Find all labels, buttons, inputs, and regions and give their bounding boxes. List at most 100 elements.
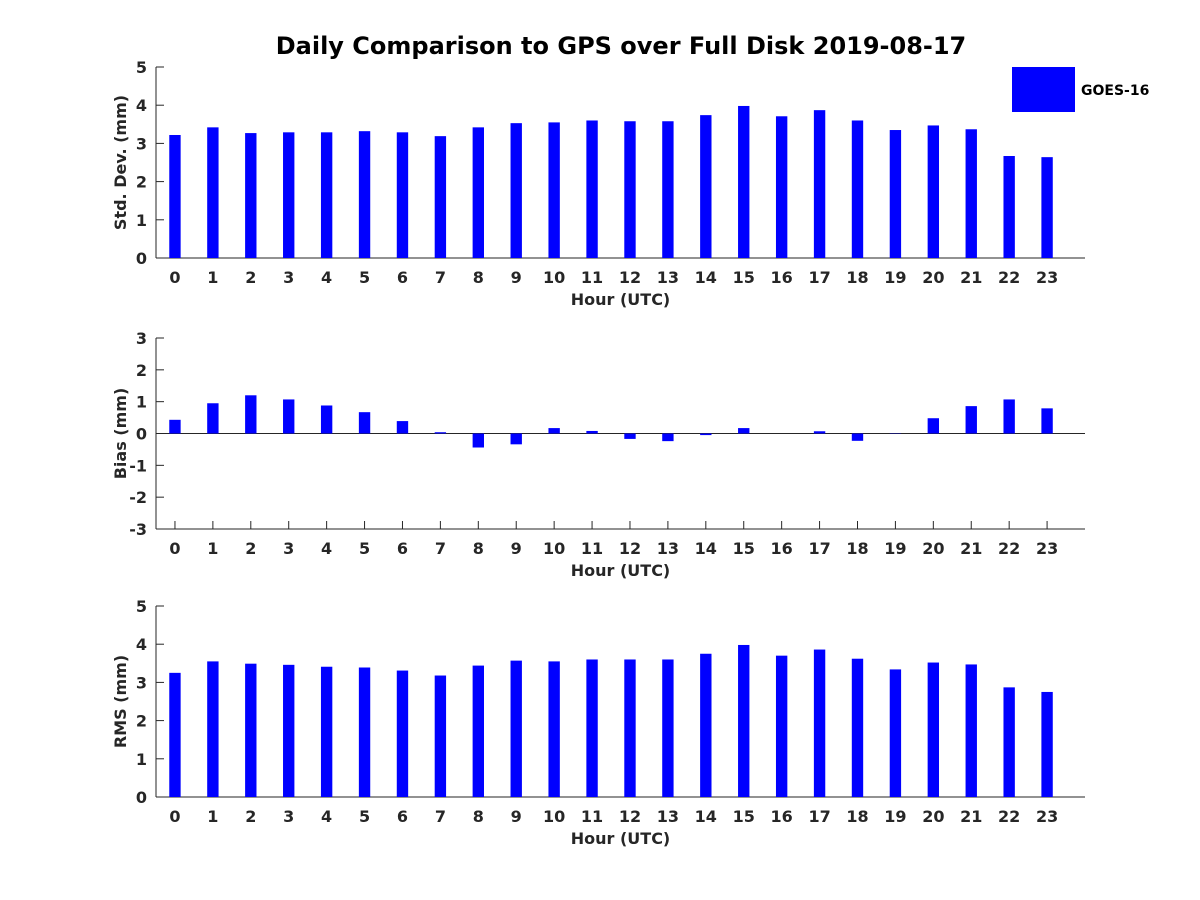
x-tick-label: 11: [581, 268, 603, 287]
bar-bias-20: [927, 418, 940, 434]
x-axis-label: Hour (UTC): [571, 561, 671, 580]
x-tick-label: 10: [543, 539, 565, 558]
bar-rms-13: [662, 659, 674, 797]
x-tick-label: 13: [657, 539, 679, 558]
y-axis-label: RMS (mm): [111, 655, 130, 748]
bar-std-dev-2: [245, 133, 257, 258]
bar-std-dev-20: [927, 125, 940, 258]
bar-rms-7: [434, 675, 447, 797]
x-tick-label: 21: [960, 539, 982, 558]
bar-std-dev-15: [738, 105, 750, 259]
bar-std-dev-0: [169, 134, 181, 258]
bar-bias-4: [320, 405, 333, 434]
bar-bias-14: [700, 433, 712, 436]
x-tick-label: 1: [207, 807, 218, 826]
y-tick-label: 3: [136, 134, 147, 153]
bar-bias-2: [245, 395, 257, 434]
x-tick-label: 15: [733, 268, 755, 287]
x-axis-label: Hour (UTC): [571, 829, 671, 848]
y-tick-label: -3: [129, 520, 147, 539]
x-tick-label: 10: [543, 268, 565, 287]
bar-rms-14: [700, 653, 712, 797]
bar-bias-15: [738, 428, 750, 434]
x-tick-label: 6: [397, 268, 408, 287]
bar-bias-10: [548, 428, 560, 434]
x-tick-label: 11: [581, 539, 603, 558]
x-tick-label: 18: [846, 539, 868, 558]
x-tick-label: 23: [1036, 268, 1058, 287]
x-tick-label: 17: [808, 807, 830, 826]
x-tick-label: 20: [922, 268, 944, 287]
x-tick-label: 22: [998, 268, 1020, 287]
x-tick-label: 1: [207, 539, 218, 558]
bar-std-dev-11: [586, 120, 598, 258]
bar-rms-21: [965, 664, 977, 797]
x-tick-label: 8: [473, 539, 484, 558]
bar-bias-23: [1041, 408, 1053, 434]
x-tick-label: 23: [1036, 807, 1058, 826]
bar-bias-11: [586, 430, 598, 434]
bar-std-dev-8: [472, 127, 484, 258]
bar-bias-8: [472, 433, 484, 448]
bar-bias-1: [207, 403, 219, 434]
x-tick-label: 0: [169, 807, 180, 826]
x-tick-label: 6: [397, 539, 408, 558]
y-axis-label: Std. Dev. (mm): [111, 95, 130, 230]
x-axis-label: Hour (UTC): [571, 290, 671, 309]
x-tick-label: 11: [581, 807, 603, 826]
x-tick-label: 3: [283, 268, 294, 287]
x-tick-label: 15: [733, 539, 755, 558]
bar-std-dev-9: [510, 123, 522, 259]
bar-bias-17: [813, 431, 826, 434]
bar-bias-18: [851, 433, 864, 441]
bar-std-dev-10: [548, 122, 560, 258]
bar-bias-0: [169, 419, 181, 434]
x-tick-label: 12: [619, 268, 641, 287]
x-tick-label: 20: [922, 807, 944, 826]
bar-std-dev-14: [700, 115, 712, 258]
chart-title: Daily Comparison to GPS over Full Disk 2…: [276, 32, 967, 60]
x-tick-label: 19: [884, 807, 906, 826]
x-tick-label: 1: [207, 268, 218, 287]
x-tick-label: 13: [657, 807, 679, 826]
x-tick-label: 3: [283, 807, 294, 826]
bar-std-dev-21: [965, 129, 977, 258]
bar-std-dev-17: [813, 110, 826, 258]
y-tick-label: 0: [136, 249, 147, 268]
x-tick-label: 16: [771, 539, 793, 558]
x-tick-label: 9: [511, 807, 522, 826]
bar-std-dev-3: [283, 132, 295, 258]
bar-rms-18: [851, 658, 864, 797]
y-tick-label: -1: [129, 456, 147, 475]
bar-std-dev-12: [624, 121, 636, 258]
bar-bias-7: [434, 432, 447, 434]
x-tick-label: 14: [695, 268, 717, 287]
bar-rms-10: [548, 661, 560, 797]
bar-bias-21: [965, 406, 977, 434]
bar-rms-20: [927, 662, 940, 797]
y-tick-label: 1: [136, 750, 147, 769]
x-tick-label: 5: [359, 539, 370, 558]
bar-bias-3: [283, 399, 295, 434]
bar-std-dev-19: [889, 130, 902, 258]
bar-rms-19: [889, 669, 902, 797]
x-tick-label: 15: [733, 807, 755, 826]
bar-rms-23: [1041, 691, 1053, 797]
bar-rms-2: [245, 663, 257, 797]
x-tick-label: 9: [511, 539, 522, 558]
bar-std-dev-16: [775, 116, 788, 258]
x-tick-label: 0: [169, 539, 180, 558]
y-tick-label: 5: [136, 597, 147, 616]
y-tick-label: 4: [136, 635, 147, 654]
x-tick-label: 20: [922, 539, 944, 558]
x-tick-label: 7: [435, 539, 446, 558]
x-tick-label: 12: [619, 539, 641, 558]
bar-std-dev-5: [358, 131, 371, 258]
y-tick-label: 3: [136, 673, 147, 692]
x-tick-label: 19: [884, 268, 906, 287]
x-tick-label: 4: [321, 268, 332, 287]
